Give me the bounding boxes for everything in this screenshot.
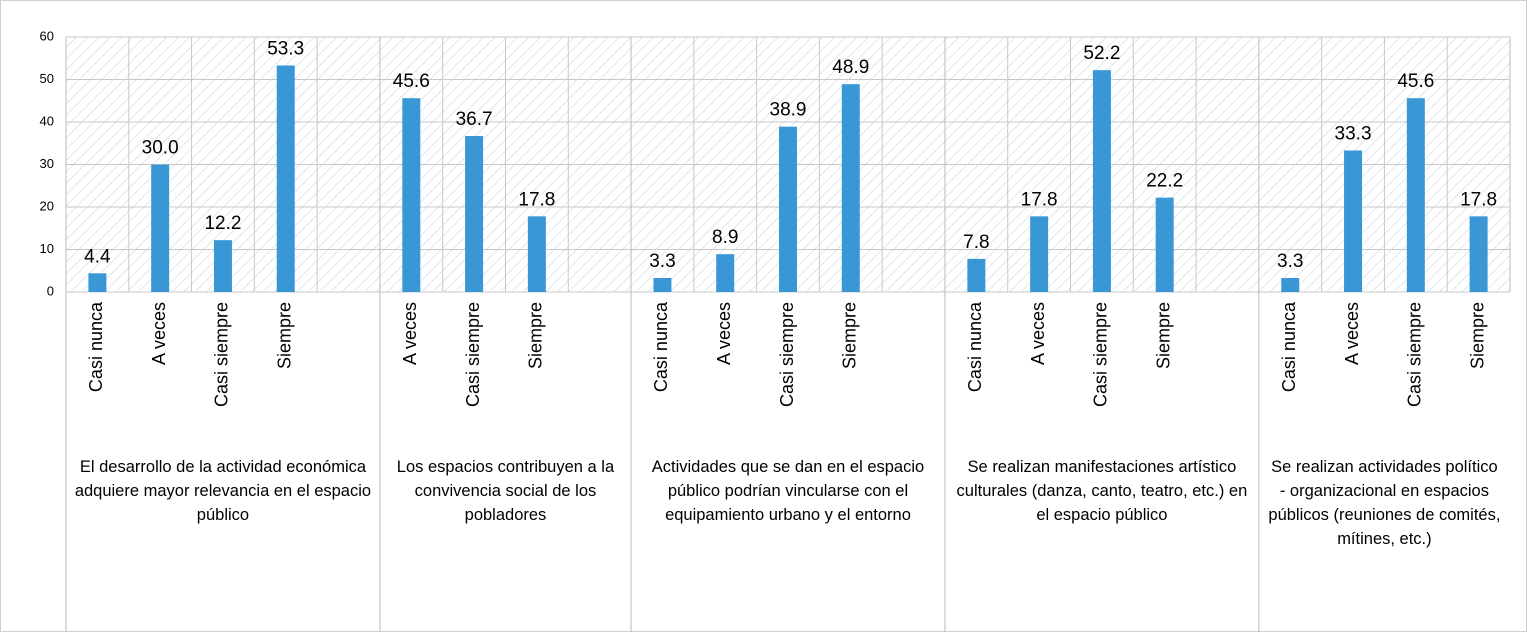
bar [1469, 216, 1488, 292]
bar [1281, 277, 1300, 292]
data-label: 12.2 [204, 213, 241, 234]
data-label: 17.8 [518, 189, 555, 210]
bar [1344, 150, 1363, 292]
x-tick-label: Casi nunca [651, 301, 671, 392]
data-label: 48.9 [832, 57, 869, 78]
bar [402, 98, 421, 292]
x-tick-label: A veces [714, 302, 734, 365]
x-tick-label: Siempre [1153, 302, 1173, 369]
x-tick-label: Casi siempre [1405, 302, 1425, 407]
bar [967, 258, 986, 292]
x-tick-label: Casi nunca [86, 301, 106, 392]
x-tick-label: Casi siempre [463, 302, 483, 407]
bar [465, 136, 484, 292]
data-label: 8.9 [712, 227, 738, 248]
y-tick-label: 60 [40, 28, 54, 43]
x-tick-label: Casi siempre [1091, 302, 1111, 407]
x-tick-label: Casi siempre [212, 302, 232, 407]
bar [213, 240, 232, 292]
data-label: 36.7 [456, 109, 493, 130]
data-label: 45.6 [393, 71, 430, 92]
group-label: Se realizan manifestaciones artístico cu… [956, 458, 1248, 524]
group-label: Se realizan actividades político - organ… [1268, 458, 1501, 548]
x-tick-label: A veces [149, 302, 169, 365]
x-tick-label: A veces [1342, 302, 1362, 365]
data-label: 3.3 [649, 251, 675, 272]
bar [841, 84, 860, 292]
data-label: 4.4 [84, 246, 111, 267]
data-label: 17.8 [1460, 189, 1497, 210]
group-label: El desarrollo de la actividad económica … [74, 458, 372, 524]
data-label: 17.8 [1021, 189, 1058, 210]
data-label: 45.6 [1397, 71, 1434, 92]
bar [1155, 197, 1174, 292]
x-tick-label: A veces [1028, 302, 1048, 365]
data-label: 53.3 [267, 38, 304, 59]
bar [88, 273, 107, 292]
bar [716, 254, 735, 292]
x-tick-label: Siempre [274, 302, 294, 369]
group-label: Los espacios contribuyen a la convivenci… [396, 458, 615, 524]
x-tick-label: Siempre [1467, 302, 1487, 369]
bar [276, 65, 295, 292]
x-tick-label: Casi nunca [1279, 301, 1299, 392]
y-tick-label: 0 [47, 283, 54, 298]
x-tick-label: A veces [400, 302, 420, 365]
bar [1030, 216, 1049, 292]
data-label: 7.8 [963, 232, 989, 253]
x-tick-label: Casi siempre [777, 302, 797, 407]
x-tick-label: Siempre [526, 302, 546, 369]
bar [779, 126, 797, 292]
data-label: 33.3 [1335, 123, 1372, 144]
data-label: 38.9 [770, 100, 807, 121]
bar [151, 164, 170, 292]
data-label: 30.0 [142, 138, 179, 159]
bar [1092, 70, 1111, 293]
bar [653, 277, 672, 292]
y-tick-label: 50 [40, 71, 54, 86]
data-label: 3.3 [1277, 251, 1303, 272]
x-tick-label: Siempre [840, 302, 860, 369]
data-label: 22.2 [1146, 171, 1183, 192]
group-label: Actividades que se dan en el espacio púb… [651, 458, 925, 524]
y-tick-label: 30 [40, 156, 54, 171]
x-tick-label: Casi nunca [965, 301, 985, 392]
y-tick-label: 40 [40, 113, 54, 128]
y-tick-label: 10 [40, 241, 54, 256]
bar [1406, 98, 1425, 292]
data-label: 52.2 [1083, 43, 1120, 64]
y-tick-label: 20 [40, 198, 54, 213]
bar [527, 216, 546, 292]
